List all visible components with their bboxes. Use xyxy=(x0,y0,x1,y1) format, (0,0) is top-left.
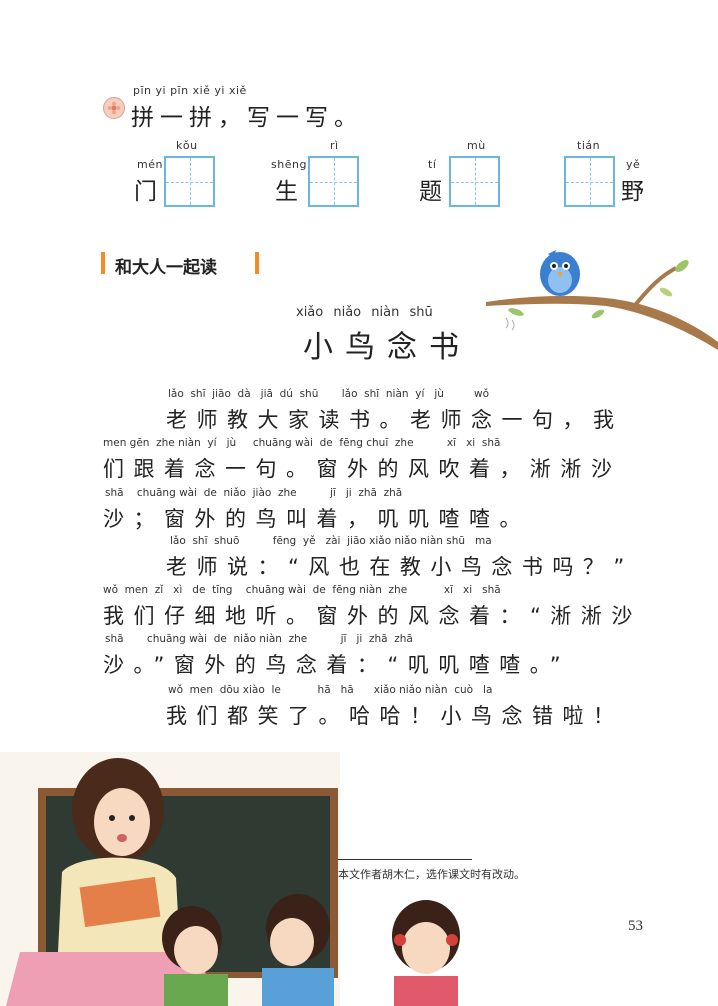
pair1-left-pinyin: mén xyxy=(137,158,163,171)
pair4-right-pinyin: yě xyxy=(626,158,641,171)
pair3-left-pinyin: tí xyxy=(428,158,437,171)
footnote-rule xyxy=(338,859,472,860)
writing-box-4[interactable] xyxy=(564,156,615,207)
pair1-box-pinyin: kǒu xyxy=(176,139,198,152)
story-title: 小鸟念书 xyxy=(303,330,471,365)
pair4-box-pinyin: tián xyxy=(577,139,601,152)
pair2-left-pinyin: shēng xyxy=(271,158,307,171)
pair1-left-char: 门 xyxy=(134,179,157,205)
flower-icon xyxy=(107,101,121,115)
story-line-7-pinyin: wǒ men dōu xiào le hā hā xiǎo niǎo niàn … xyxy=(168,684,493,696)
story-line-2-pinyin: men gēn zhe niàn yí jù chuāng wài de fēn… xyxy=(103,437,501,449)
story-line-5-pinyin: wǒ men zǐ xì de tīng chuāng wài de fēng … xyxy=(103,584,501,596)
story-line-4-pinyin: lǎo shī shuō fēng yě zài jiāo xiǎo niǎo … xyxy=(170,535,492,547)
exercise-pinyin: pīn yi pīn xiě yi xiě xyxy=(133,84,247,97)
child-1-figure xyxy=(162,906,228,1006)
pair2-left-char: 生 xyxy=(275,179,298,205)
story-line-6-text: 沙。”窗外的鸟念着：“叽叽喳喳。” xyxy=(103,653,571,677)
child-2-figure xyxy=(262,894,334,1006)
story-line-5-text: 我们仔细地听。窗外的风念着：“淅淅沙 xyxy=(103,604,642,628)
footnote: 本文作者胡木仁，选作课文时有改动。 xyxy=(338,868,525,881)
pair3-left-char: 题 xyxy=(419,179,442,205)
writing-box-3[interactable] xyxy=(449,156,500,207)
story-line-2-text: 们跟着念一句。窗外的风吹着，淅淅沙 xyxy=(103,457,622,481)
section-title: 和大人一起读 xyxy=(115,258,217,278)
writing-box-1[interactable] xyxy=(164,156,215,207)
story-title-pinyin: xiǎo niǎo niàn shū xyxy=(296,305,433,320)
bird-on-branch-illustration xyxy=(486,250,718,350)
pair2-box-pinyin: rì xyxy=(330,139,339,152)
story-line-4-text: 老师说：“风也在教小鸟念书吗？” xyxy=(166,555,634,579)
pair4-right-char: 野 xyxy=(621,179,644,205)
pair3-box-pinyin: mù xyxy=(467,139,486,152)
teacher-figure xyxy=(6,758,214,1006)
page-number: 53 xyxy=(628,918,643,934)
exercise-instruction: 拼一拼，写一写。 xyxy=(131,105,363,131)
writing-box-2[interactable] xyxy=(308,156,359,207)
story-line-6-pinyin: shā chuāng wài de niǎo niàn zhe jī ji zh… xyxy=(105,633,413,645)
story-line-1-pinyin: lǎo shī jiāo dà jiā dú shū lǎo shī niàn … xyxy=(168,388,490,400)
section-bar-right xyxy=(255,252,259,274)
flower-bullet-icon xyxy=(103,97,125,119)
story-line-3-text: 沙；窗外的鸟叫着，叽叽喳喳。 xyxy=(103,507,530,531)
story-line-1-text: 老师教大家读书。老师念一句，我 xyxy=(166,408,624,432)
story-line-3-pinyin: shā chuāng wài de niǎo jiào zhe jī ji zh… xyxy=(105,487,403,499)
bird-icon xyxy=(540,250,580,296)
story-line-7-text: 我们都笑了。哈哈！小鸟念错啦！ xyxy=(166,704,624,728)
girl-figure xyxy=(392,900,460,1006)
section-bar-left xyxy=(101,252,105,274)
classroom-illustration xyxy=(0,752,340,1006)
